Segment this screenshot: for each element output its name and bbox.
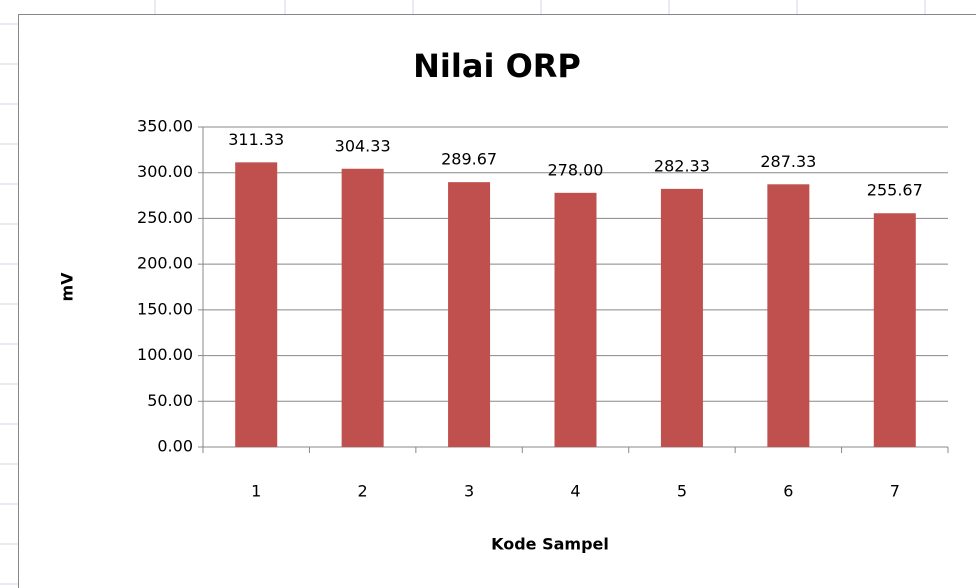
data-label: 278.00 bbox=[548, 160, 604, 179]
x-axis-title: Kode Sampel bbox=[491, 535, 609, 554]
data-label: 255.67 bbox=[867, 181, 923, 200]
x-tick-label: 2 bbox=[358, 482, 368, 501]
chart-area bbox=[18, 14, 976, 588]
sheet-grid bbox=[0, 0, 926, 585]
x-tick-label: 4 bbox=[570, 482, 580, 501]
bar bbox=[448, 182, 491, 447]
y-tick-label: 50.00 bbox=[147, 391, 193, 410]
bar bbox=[660, 188, 703, 447]
data-label: 304.33 bbox=[335, 136, 391, 155]
bar bbox=[554, 192, 597, 447]
x-tick-label: 7 bbox=[890, 482, 900, 501]
bar bbox=[341, 168, 384, 447]
y-tick-label: 150.00 bbox=[137, 299, 193, 318]
data-label: 311.33 bbox=[228, 130, 284, 149]
bar bbox=[767, 184, 810, 447]
chart-title: Nilai ORP bbox=[413, 47, 581, 85]
bar bbox=[873, 213, 916, 447]
data-label: 287.33 bbox=[760, 152, 816, 171]
bar bbox=[235, 162, 278, 448]
x-tick-label: 6 bbox=[783, 482, 793, 501]
x-tick-label: 5 bbox=[677, 482, 687, 501]
data-label: 282.33 bbox=[654, 156, 710, 175]
y-tick-label: 0.00 bbox=[157, 437, 193, 456]
x-tick-label: 3 bbox=[464, 482, 474, 501]
y-axis-title: mV bbox=[58, 272, 77, 302]
data-label: 289.67 bbox=[441, 150, 497, 169]
y-tick-label: 300.00 bbox=[137, 162, 193, 181]
y-tick-label: 100.00 bbox=[137, 345, 193, 364]
y-tick-label: 200.00 bbox=[137, 254, 193, 273]
x-tick-label: 1 bbox=[251, 482, 261, 501]
y-tick-label: 250.00 bbox=[137, 208, 193, 227]
y-tick-label: 350.00 bbox=[137, 117, 193, 136]
